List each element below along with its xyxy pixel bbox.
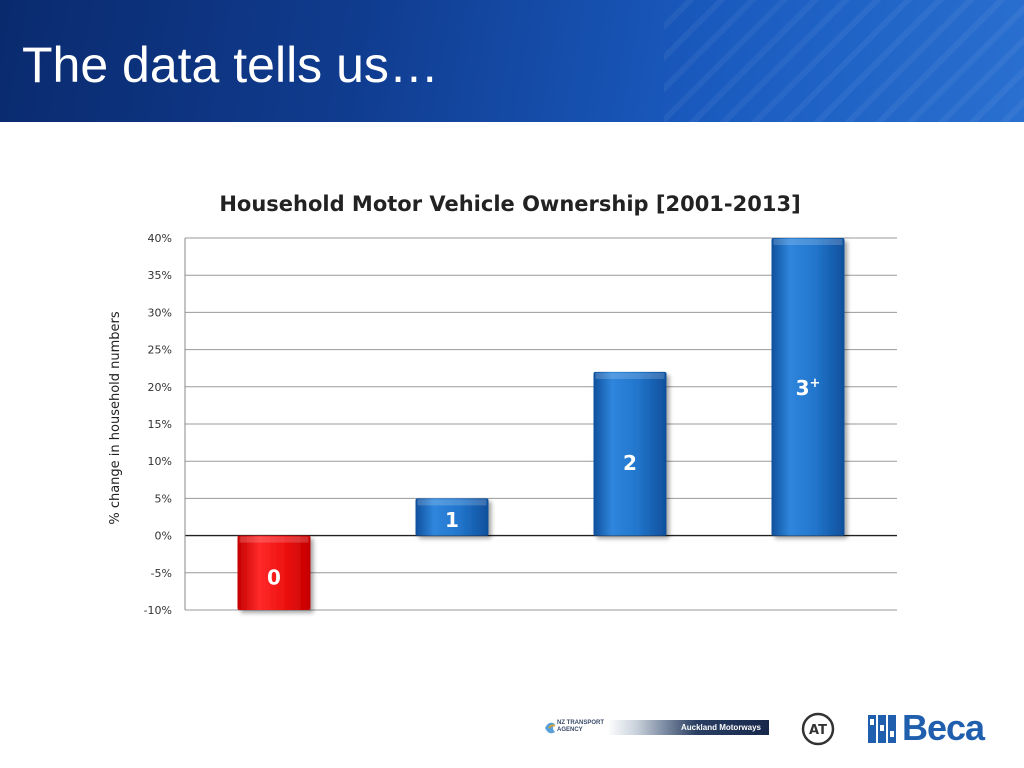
bar-0 <box>237 535 311 610</box>
bar-highlight <box>239 536 309 543</box>
beca-wordmark: Beca <box>902 707 985 748</box>
nzta-logo: NZ TRANSPORT AGENCY Auckland Motorways <box>543 720 769 736</box>
auckland-transport-logo-icon: AT <box>801 712 835 746</box>
y-tick-label: 5% <box>155 492 172 505</box>
title-banner: The data tells us… <box>0 0 1024 122</box>
bar-label: 0 <box>267 566 281 590</box>
y-tick-label: 0% <box>155 530 172 543</box>
y-tick-label: 35% <box>148 269 172 282</box>
y-tick-label: -10% <box>144 604 172 617</box>
y-tick-label: 25% <box>148 344 172 357</box>
y-tick-label: 10% <box>148 455 172 468</box>
y-tick-label: 20% <box>148 381 172 394</box>
y-tick-label: 30% <box>148 306 172 319</box>
chart-title: Household Motor Vehicle Ownership [2001-… <box>219 192 800 216</box>
bar-highlight <box>773 239 843 245</box>
bar-label: 2 <box>623 451 637 475</box>
bar-3-plus <box>771 238 845 536</box>
auckland-motorways-bar: Auckland Motorways <box>607 720 769 735</box>
bar-highlight <box>595 372 665 379</box>
y-tick-label: -5% <box>151 567 172 580</box>
bar-highlight <box>417 499 487 506</box>
bar-1 <box>415 498 489 536</box>
auckland-motorways-label: Auckland Motorways <box>680 723 761 732</box>
bar-chart: Household Motor Vehicle Ownership [2001-… <box>108 192 897 617</box>
y-tick-label: 15% <box>148 418 172 431</box>
beca-mark-icon <box>868 715 896 743</box>
y-tick-label: 40% <box>148 232 172 245</box>
slide-title: The data tells us… <box>22 37 439 93</box>
bar-label: 1 <box>445 508 459 532</box>
at-logo-text: AT <box>809 723 827 738</box>
bar-2 <box>593 371 667 536</box>
bar-label: 3+ <box>796 376 821 400</box>
y-axis-label: % change in household numbers <box>108 311 123 525</box>
nzta-emblem-icon <box>545 722 556 734</box>
nzta-logo-text: NZ TRANSPORT AGENCY <box>557 720 604 733</box>
beca-logo: Beca <box>868 710 1002 746</box>
